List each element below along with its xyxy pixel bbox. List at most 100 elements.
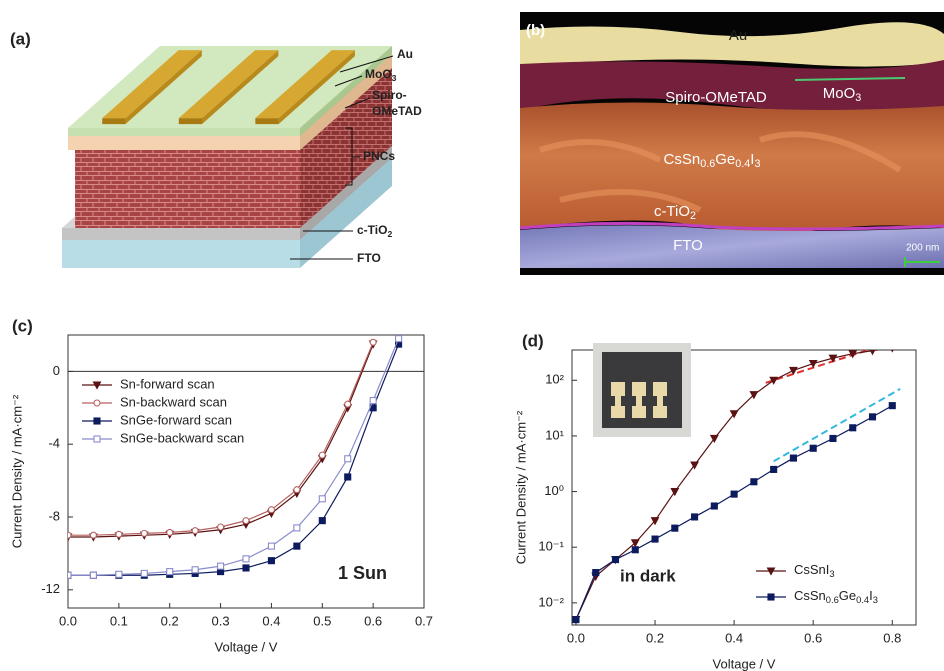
data-point (789, 454, 797, 462)
legend-marker (93, 399, 101, 407)
data-point (651, 535, 659, 543)
data-point (166, 528, 174, 537)
y-tick-label: -4 (48, 436, 60, 451)
layer-label: MoO3 (823, 85, 862, 104)
layer-front (75, 150, 300, 228)
legend-label: SnGe-backward scan (120, 430, 244, 445)
x-axis-title: Voltage / V (713, 656, 776, 671)
data-point (217, 562, 225, 570)
device-schematic (62, 46, 392, 268)
layer-label: PNCs (363, 149, 395, 163)
y-axis-title: Current Density / mA·cm⁻² (513, 410, 528, 564)
data-point (730, 490, 738, 498)
data-point (68, 571, 72, 579)
legend-label: Sn-forward scan (120, 376, 215, 391)
data-point (89, 531, 97, 539)
data-point (849, 424, 857, 432)
electrode-front (102, 118, 126, 125)
y-axis-title: Current Density / mA·cm⁻² (9, 394, 24, 548)
layer-side (300, 146, 392, 240)
data-point (769, 376, 779, 385)
data-point (890, 350, 894, 353)
data-point (650, 517, 660, 526)
layer-label: CsSn0.6Ge0.4I3 (664, 151, 761, 170)
layer-label: c-TiO2 (357, 223, 392, 239)
y-tick-label: 10¹ (545, 427, 564, 442)
data-point (140, 569, 148, 577)
layer-front (62, 228, 300, 240)
data-point (888, 402, 896, 410)
x-tick-label: 0.1 (110, 613, 128, 628)
data-point (293, 542, 301, 550)
data-point (749, 391, 759, 400)
electrode-front (255, 118, 279, 125)
x-tick-label: 0.3 (212, 613, 230, 628)
data-point (809, 444, 817, 452)
data-point (691, 513, 699, 521)
x-tick-label: 0.2 (161, 613, 179, 628)
scale-bar-label: 200 nm (906, 243, 939, 254)
plot-frame (571, 349, 917, 626)
y-tick-label: 10⁰ (544, 483, 564, 498)
data-point (848, 350, 858, 359)
layer-side (300, 158, 392, 268)
layer-label: Spiro- (372, 88, 407, 102)
data-point (630, 539, 640, 548)
x-tick-label: 0.6 (364, 613, 382, 628)
data-point (267, 557, 275, 565)
data-point (690, 461, 699, 470)
layer-side (300, 68, 392, 228)
legend-label: SnGe-forward scan (120, 412, 232, 427)
fit-line (773, 388, 901, 463)
x-tick-label: 0.0 (59, 613, 77, 628)
data-point (710, 502, 718, 510)
data-point (611, 556, 620, 564)
data-point (829, 434, 837, 443)
legend-label: CsSnI3 (794, 562, 835, 579)
plot-area (572, 350, 901, 625)
plot-area (68, 335, 403, 579)
y-tick-label: 0 (53, 363, 60, 378)
data-point (729, 410, 739, 419)
data-point (808, 359, 818, 369)
data-point (572, 616, 580, 624)
legend-marker (93, 435, 101, 443)
layer-label: FTO (357, 251, 381, 265)
data-point (191, 527, 199, 535)
panel-label: (c) (12, 316, 33, 335)
layer-label: Spiro-OMeTAD (665, 89, 767, 106)
x-tick-label: 0.4 (262, 613, 280, 628)
data-point (217, 523, 225, 531)
layer-front (62, 240, 300, 268)
legend-marker (93, 417, 101, 425)
layer-side (300, 54, 392, 150)
data-point (242, 555, 250, 563)
data-point (166, 568, 174, 576)
data-point (293, 486, 301, 494)
data-point (828, 354, 838, 363)
schematic-leaders (290, 55, 394, 260)
legend-label: Sn-backward scan (120, 394, 227, 409)
legend-marker (767, 593, 775, 601)
data-point (631, 546, 639, 554)
y-tick-label: 10⁻² (538, 594, 564, 609)
data-point (868, 413, 877, 421)
panel-label: (b) (526, 22, 545, 39)
data-point (344, 473, 352, 481)
y-tick-label: -8 (48, 508, 60, 523)
data-point (770, 465, 778, 473)
annotation: in dark (620, 566, 676, 585)
layer-label: Au (729, 27, 747, 44)
data-point (344, 455, 352, 463)
electrode-top (102, 50, 202, 119)
data-point (267, 506, 275, 514)
plot-frame (67, 334, 425, 609)
data-point (671, 524, 679, 532)
data-point (869, 350, 876, 356)
data-point (115, 530, 123, 538)
data-point (140, 529, 148, 537)
x-tick-label: 0.6 (804, 630, 822, 645)
electrode-side (202, 50, 279, 125)
